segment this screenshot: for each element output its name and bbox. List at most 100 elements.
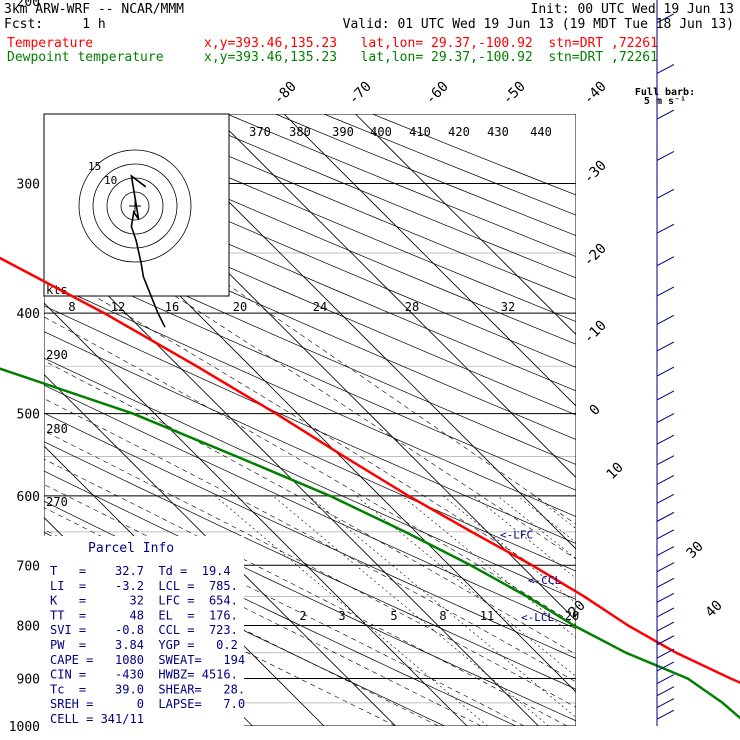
- moist-adiabat-line: [44, 507, 482, 726]
- wind-barb: [656, 434, 675, 445]
- hodograph-ring: [92, 163, 178, 249]
- wind-barb: [656, 674, 675, 684]
- legend-temperature: Temperature: [7, 37, 93, 51]
- theta-tick-label: 390: [332, 125, 354, 139]
- wind-barb-column: Full barb:5 m s⁻¹: [635, 0, 695, 726]
- pressure-tick-label: 700: [17, 559, 40, 574]
- parcel-index-row: LI = -3.2 LCL = 785.: [50, 579, 238, 593]
- forecast-hour: Fcst: 1 h: [4, 17, 106, 32]
- moist-adiabat-line: [44, 316, 576, 626]
- wind-barb: [656, 607, 675, 618]
- mixing-ratio-line: [355, 495, 576, 677]
- wind-barb: [656, 188, 675, 199]
- pressure-tick-label: 1000: [9, 720, 40, 735]
- parcel-index-row: T = 32.7 Td = 19.4: [50, 564, 231, 578]
- theta-tick-label: 280: [46, 422, 68, 436]
- mixing-ratio-tick-label: 8: [439, 609, 446, 623]
- mixing-ratio-tick-label: 24: [313, 300, 327, 314]
- barb-key-units: 5 m s⁻¹: [644, 96, 686, 107]
- lat-lon: lat,lon= 29.37,-100.92: [360, 36, 533, 51]
- parcel-index-row: SREH = 0 LAPSE= 7.0: [50, 697, 245, 711]
- isotherm-tick-label: -80: [271, 79, 300, 108]
- mixing-ratio-tick-label: 16: [165, 300, 179, 314]
- theta-tick-label: 410: [409, 125, 431, 139]
- mixing-ratio-tick-label: 11: [480, 609, 494, 623]
- wind-barb: [656, 529, 675, 540]
- moist-adiabat-line: [44, 266, 576, 594]
- wind-barb: [656, 493, 675, 504]
- model-title: 3km ARW-WRF -- NCAR/MMM: [4, 2, 185, 17]
- wind-barb: [656, 661, 675, 672]
- isotherm-tick-label: -30: [581, 158, 610, 187]
- mixing-ratio-line: [442, 495, 576, 604]
- init-time: Init: 00 UTC Wed 19 Jun 13: [530, 2, 735, 17]
- theta-tick-label: 420: [448, 125, 470, 139]
- hodograph-ring-label: 10: [104, 174, 117, 187]
- parcel-panel-title: Parcel Info: [88, 541, 174, 556]
- isotherm-tick-label: 10: [604, 460, 627, 483]
- wind-barb: [656, 511, 675, 522]
- hodograph-trace: [130, 174, 166, 328]
- dry-adiabat-line: [44, 412, 576, 659]
- theta-tick-label: 440: [530, 125, 552, 139]
- wind-barb: [656, 413, 675, 424]
- legend-temperature-label: Temperature: [7, 36, 94, 51]
- mixing-ratio-line: [272, 495, 549, 726]
- station-id: stn=DRT ,72261: [548, 50, 658, 65]
- moist-adiabat-line: [44, 360, 576, 655]
- parcel-index-row: Tc = 39.0 SHEAR= 28.: [50, 682, 245, 696]
- level-markers: <-EL<-LFC<-CCL<-LCL: [500, 529, 561, 624]
- theta-tick-label: 370: [249, 125, 271, 139]
- mixing-ratio-tick-label: 12: [111, 300, 125, 314]
- pressure-tick-label: 600: [17, 490, 40, 505]
- isotherm-tick-label: 40: [703, 598, 726, 621]
- isotherm-tick-label: 30: [684, 539, 707, 562]
- parcel-index-row: PW = 3.84 YGP = 0.2: [50, 638, 238, 652]
- parcel-index-row: CAPE = 1080 SWEAT= 194: [50, 653, 245, 667]
- wind-barb: [656, 635, 675, 646]
- xy-coordinate: x,y=393.46,135.23: [204, 50, 338, 65]
- theta-tick-label: 430: [487, 125, 509, 139]
- parcel-info-panel: Parcel Info T = 32.7 Td = 19.4LI = -3.2 L…: [44, 536, 245, 726]
- barb-key-label: Full barb:: [635, 87, 695, 98]
- mixing-ratio-tick-label: 20: [565, 609, 579, 623]
- wind-barb: [656, 366, 675, 377]
- parcel-index-row: CIN = -430 HWBZ= 4516.: [50, 668, 238, 682]
- wind-barb: [656, 577, 675, 588]
- pressure-tick-label: 200: [17, 0, 40, 10]
- theta-tick-label: 380: [289, 125, 311, 139]
- wind-barb: [656, 648, 675, 659]
- theta-tick-label: 290: [46, 348, 68, 362]
- wind-barb: [656, 546, 675, 556]
- pressure-tick-label: 800: [17, 619, 40, 634]
- parcel-panel-bg: [44, 536, 244, 726]
- ccl-marker: <-CCL: [528, 574, 561, 587]
- pressure-tick-label: 500: [17, 408, 40, 423]
- lat-lon: lat,lon= 29.37,-100.92: [360, 50, 533, 65]
- pressure-tick-label: 900: [17, 673, 40, 688]
- mixing-ratio-tick-label: 2: [299, 609, 306, 623]
- parcel-index-row: SVI = -0.8 CCL = 723.: [50, 623, 238, 637]
- isotherm-tick-label: -20: [581, 241, 610, 270]
- station-id: stn=DRT ,72261: [548, 36, 658, 51]
- mixing-ratio-tick-label: 8: [68, 300, 75, 314]
- pressure-tick-label: 300: [17, 178, 40, 193]
- parcel-index-row: K = 32 LFC = 654.: [50, 594, 238, 608]
- mixing-ratio-line: [214, 495, 488, 726]
- legend-dewpoint: Dewpoint temperature: [7, 51, 164, 65]
- wind-barb: [656, 13, 675, 24]
